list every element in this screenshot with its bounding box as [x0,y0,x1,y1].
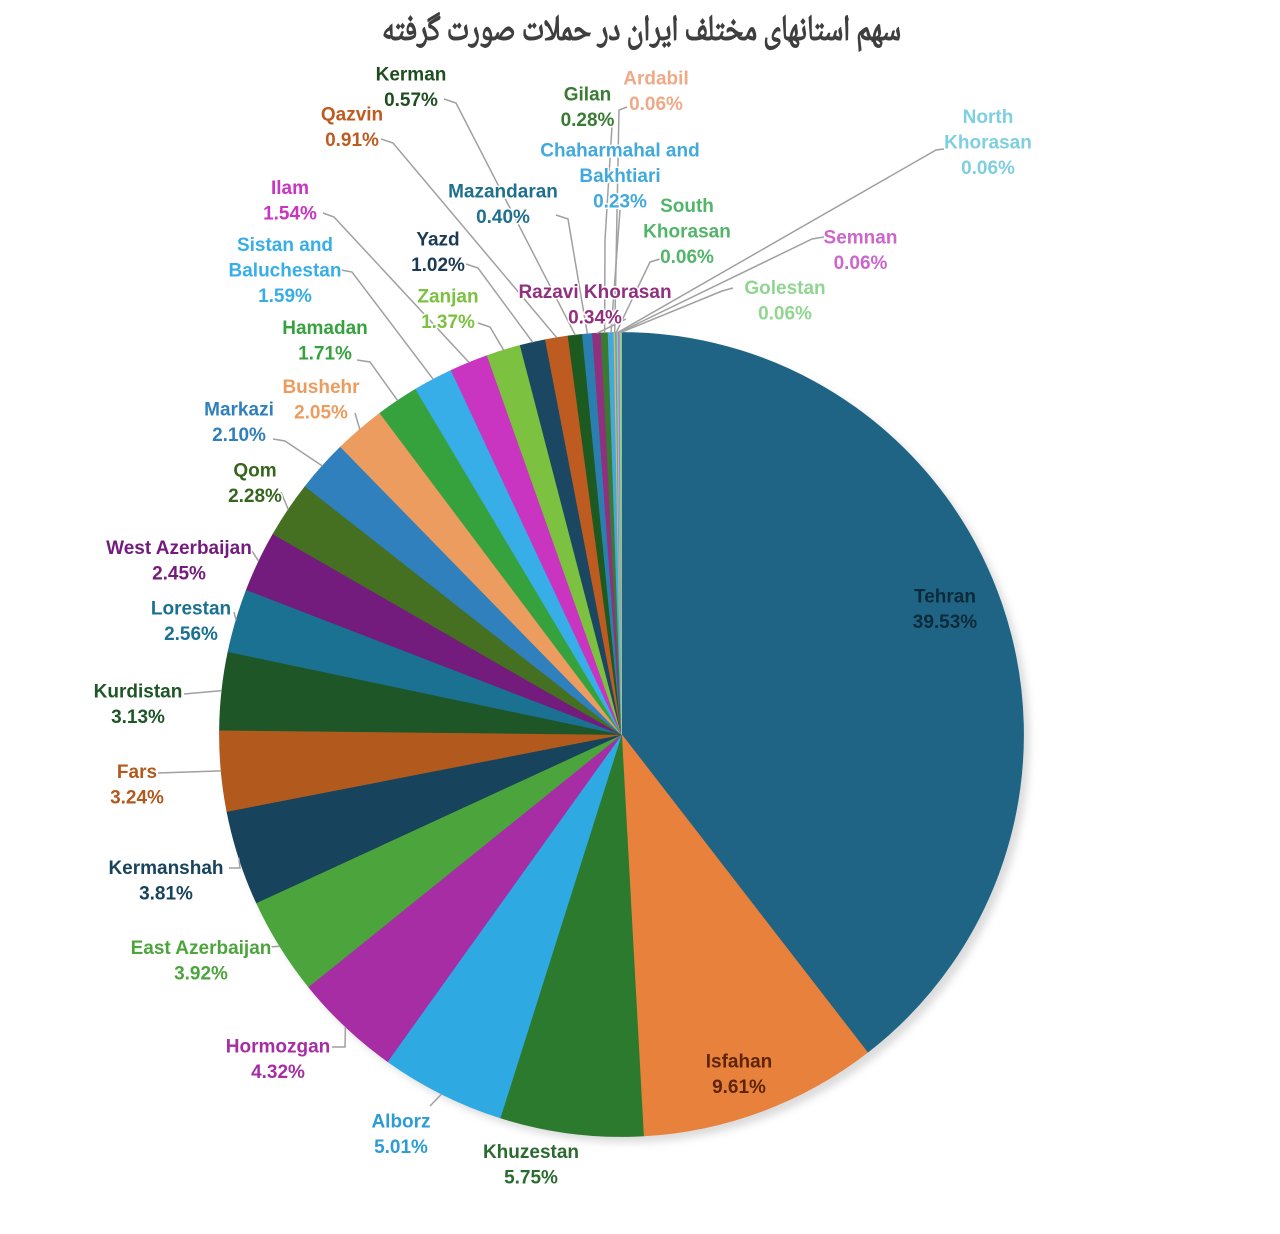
svg-text:0.57%: 0.57% [384,90,438,111]
svg-text:Yazd: Yazd [416,230,459,251]
svg-text:3.24%: 3.24% [110,788,164,809]
svg-text:39.53%: 39.53% [913,612,978,633]
svg-text:South: South [660,196,714,217]
svg-text:Mazandaran: Mazandaran [448,182,558,203]
svg-text:9.61%: 9.61% [712,1077,766,1098]
svg-text:Khuzestan: Khuzestan [483,1142,579,1163]
svg-text:2.56%: 2.56% [164,624,218,645]
svg-text:0.91%: 0.91% [325,130,379,151]
svg-text:Kerman: Kerman [376,65,447,86]
svg-text:Kermanshah: Kermanshah [108,858,223,879]
svg-text:1.59%: 1.59% [258,286,312,307]
svg-text:Khorasan: Khorasan [643,222,731,243]
svg-text:Zanjan: Zanjan [417,287,478,308]
svg-text:2.28%: 2.28% [228,486,282,507]
svg-text:West Azerbaijan: West Azerbaijan [106,538,252,559]
svg-text:0.06%: 0.06% [660,247,714,268]
svg-text:Qom: Qom [233,461,276,482]
svg-text:Razavi Khorasan: Razavi Khorasan [518,282,671,303]
svg-text:5.01%: 5.01% [374,1137,428,1158]
svg-text:Bushehr: Bushehr [282,377,360,398]
svg-text:3.92%: 3.92% [174,964,228,985]
svg-text:Ardabil: Ardabil [623,69,688,90]
svg-text:Alborz: Alborz [371,1112,430,1133]
svg-text:0.06%: 0.06% [629,94,683,115]
svg-text:0.28%: 0.28% [561,110,615,131]
svg-text:1.54%: 1.54% [263,204,317,225]
svg-text:North: North [963,107,1014,128]
svg-text:Qazvin: Qazvin [321,105,383,126]
svg-text:2.10%: 2.10% [212,425,266,446]
svg-text:1.37%: 1.37% [421,312,475,333]
svg-text:4.32%: 4.32% [251,1062,305,1083]
svg-text:0.06%: 0.06% [834,253,888,274]
svg-text:Hamadan: Hamadan [282,318,368,339]
svg-text:Chaharmahal and: Chaharmahal and [540,141,699,162]
svg-text:1.71%: 1.71% [298,344,352,365]
svg-text:Gilan: Gilan [564,85,612,106]
svg-text:2.05%: 2.05% [294,403,348,424]
svg-text:Semnan: Semnan [824,228,898,249]
svg-text:Sistan and: Sistan and [237,235,333,256]
svg-text:Tehran: Tehran [914,587,976,608]
svg-text:Khorasan: Khorasan [944,133,1032,154]
svg-text:Kurdistan: Kurdistan [94,682,183,703]
svg-text:Lorestan: Lorestan [151,599,231,620]
svg-text:Fars: Fars [117,762,157,783]
svg-text:East Azerbaijan: East Azerbaijan [131,938,272,959]
svg-text:Golestan: Golestan [744,278,825,299]
svg-text:Ilam: Ilam [271,178,309,199]
svg-text:Markazi: Markazi [204,400,274,421]
svg-text:0.40%: 0.40% [476,207,530,228]
svg-text:3.81%: 3.81% [139,884,193,905]
svg-text:Baluchestan: Baluchestan [229,261,342,282]
svg-text:Bakhtiari: Bakhtiari [579,166,660,187]
svg-text:0.34%: 0.34% [568,308,622,329]
svg-text:2.45%: 2.45% [152,564,206,585]
svg-text:3.13%: 3.13% [111,707,165,728]
svg-text:0.23%: 0.23% [593,192,647,213]
svg-text:0.06%: 0.06% [758,304,812,325]
svg-text:Hormozgan: Hormozgan [226,1037,331,1058]
svg-text:Isfahan: Isfahan [706,1052,773,1073]
svg-text:1.02%: 1.02% [411,255,465,276]
svg-text:5.75%: 5.75% [504,1168,558,1189]
svg-text:0.06%: 0.06% [961,158,1015,179]
